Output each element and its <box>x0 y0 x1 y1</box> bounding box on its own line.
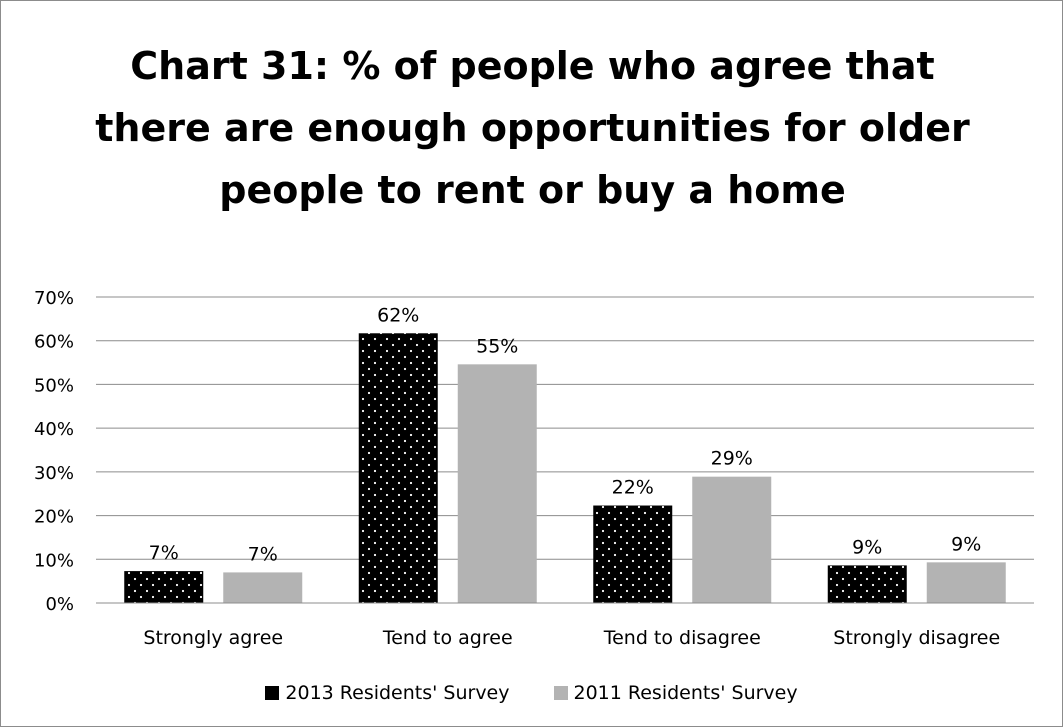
data-labels: 7% 7% 62% 55% 22% 29% 9% 9% <box>149 304 982 565</box>
y-tick-label: 70% <box>34 288 74 309</box>
bar <box>593 505 673 603</box>
bar <box>692 476 772 603</box>
bar <box>457 364 537 603</box>
data-label: 7% <box>248 543 278 565</box>
data-label: 55% <box>476 335 518 357</box>
data-label: 7% <box>149 542 179 564</box>
gridlines <box>96 296 1034 560</box>
data-label: 9% <box>951 533 981 555</box>
legend-swatch-2013 <box>265 686 280 700</box>
category-label: Tend to disagree <box>603 627 761 649</box>
category-label: Tend to agree <box>382 627 513 649</box>
legend-swatch-2011 <box>553 686 568 700</box>
data-label: 29% <box>711 448 753 470</box>
legend-label-2013: 2013 Residents' Survey <box>285 682 510 704</box>
chart-title-line-2: there are enough opportunities for older <box>95 106 970 150</box>
y-tick-label: 60% <box>34 332 74 353</box>
data-label: 62% <box>377 304 419 326</box>
y-tick-label: 10% <box>34 550 74 571</box>
bar <box>358 333 438 603</box>
chart-title: Chart 31: % of people who agree that the… <box>61 35 1004 221</box>
y-tick-label: 30% <box>34 463 74 484</box>
legend: 2013 Residents' Survey 2011 Residents' S… <box>0 682 1063 704</box>
y-tick-label: 50% <box>34 375 74 396</box>
legend-item-2011: 2011 Residents' Survey <box>553 682 798 704</box>
y-tick-label: 20% <box>34 507 74 528</box>
bar <box>223 572 303 603</box>
category-label: Strongly disagree <box>833 627 1000 649</box>
y-tick-label: 0% <box>45 594 74 615</box>
y-tick-label: 40% <box>34 419 74 440</box>
chart-title-line-1: Chart 31: % of people who agree that <box>130 44 935 88</box>
bar <box>926 562 1006 603</box>
y-axis-ticks: 0% 10% 20% 30% 40% 50% 60% 70% <box>34 288 74 615</box>
bar <box>124 571 204 603</box>
data-label: 22% <box>612 477 654 499</box>
category-label: Strongly agree <box>143 627 283 649</box>
legend-label-2011: 2011 Residents' Survey <box>573 682 798 704</box>
chart-title-line-3: people to rent or buy a home <box>219 168 846 212</box>
category-labels: Strongly agree Tend to agree Tend to disag… <box>143 627 1000 649</box>
bar <box>827 565 907 603</box>
legend-item-2013: 2013 Residents' Survey <box>265 682 510 704</box>
data-label: 9% <box>852 536 882 558</box>
bars <box>124 333 1006 603</box>
